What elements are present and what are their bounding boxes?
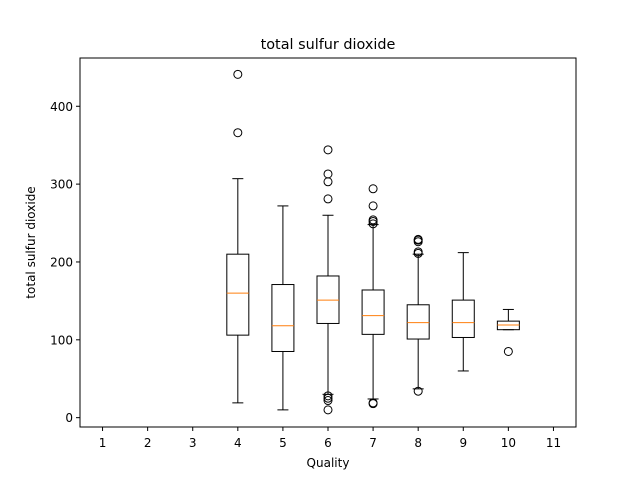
flier-point <box>368 216 378 226</box>
flier-point <box>323 393 333 403</box>
box-iqr <box>226 253 250 336</box>
box-iqr <box>406 304 430 340</box>
boxplot-8 <box>406 234 430 396</box>
x-tick-label: 7 <box>369 436 377 450</box>
flier-point <box>323 391 333 401</box>
flier-point <box>413 386 423 396</box>
x-tick-label: 6 <box>324 436 332 450</box>
x-tick-label: 1 <box>99 436 107 450</box>
boxplot-6 <box>316 145 340 415</box>
boxplot-9 <box>451 252 475 372</box>
x-tick-label: 4 <box>234 436 242 450</box>
flier-point <box>368 399 378 409</box>
x-tick-label: 5 <box>279 436 287 450</box>
x-tick-label: 10 <box>501 436 516 450</box>
boxplot-10 <box>496 308 520 356</box>
boxplot-4 <box>226 69 250 404</box>
flier-point <box>503 346 513 356</box>
flier-point <box>323 194 333 204</box>
boxplot-5 <box>271 205 295 411</box>
box-iqr <box>271 284 295 352</box>
flier-point <box>323 405 333 415</box>
x-tick-label: 3 <box>189 436 197 450</box>
x-tick-label: 11 <box>546 436 561 450</box>
y-tick-label: 100 <box>50 333 73 347</box>
flier-point <box>233 69 243 79</box>
flier-point <box>368 201 378 211</box>
box-iqr <box>361 289 385 335</box>
box-iqr <box>451 299 475 338</box>
chart-title: total sulfur dioxide <box>261 37 396 53</box>
x-tick-label: 2 <box>144 436 152 450</box>
plot-frame <box>79 57 577 428</box>
flier-point <box>323 177 333 187</box>
x-tick-label: 9 <box>459 436 467 450</box>
y-tick-label: 200 <box>50 255 73 269</box>
plot-area <box>226 69 520 415</box>
axes: 1 2 3 4 5 6 7 8 9 10 11 0 100 200 300 400 <box>50 100 561 450</box>
x-axis-label: Quality <box>307 456 350 470</box>
y-tick-label: 300 <box>50 178 73 192</box>
x-tick-label: 8 <box>414 436 422 450</box>
flier-point <box>233 128 243 138</box>
flier-point <box>413 248 423 258</box>
y-axis-label: total sulfur dioxide <box>24 186 38 298</box>
boxplot-7 <box>361 184 385 409</box>
flier-point <box>368 219 378 229</box>
flier-point <box>368 184 378 194</box>
flier-point <box>323 396 333 406</box>
y-tick-label: 0 <box>65 411 73 425</box>
flier-point <box>323 145 333 155</box>
y-tick-label: 400 <box>50 100 73 114</box>
flier-point <box>413 237 423 247</box>
